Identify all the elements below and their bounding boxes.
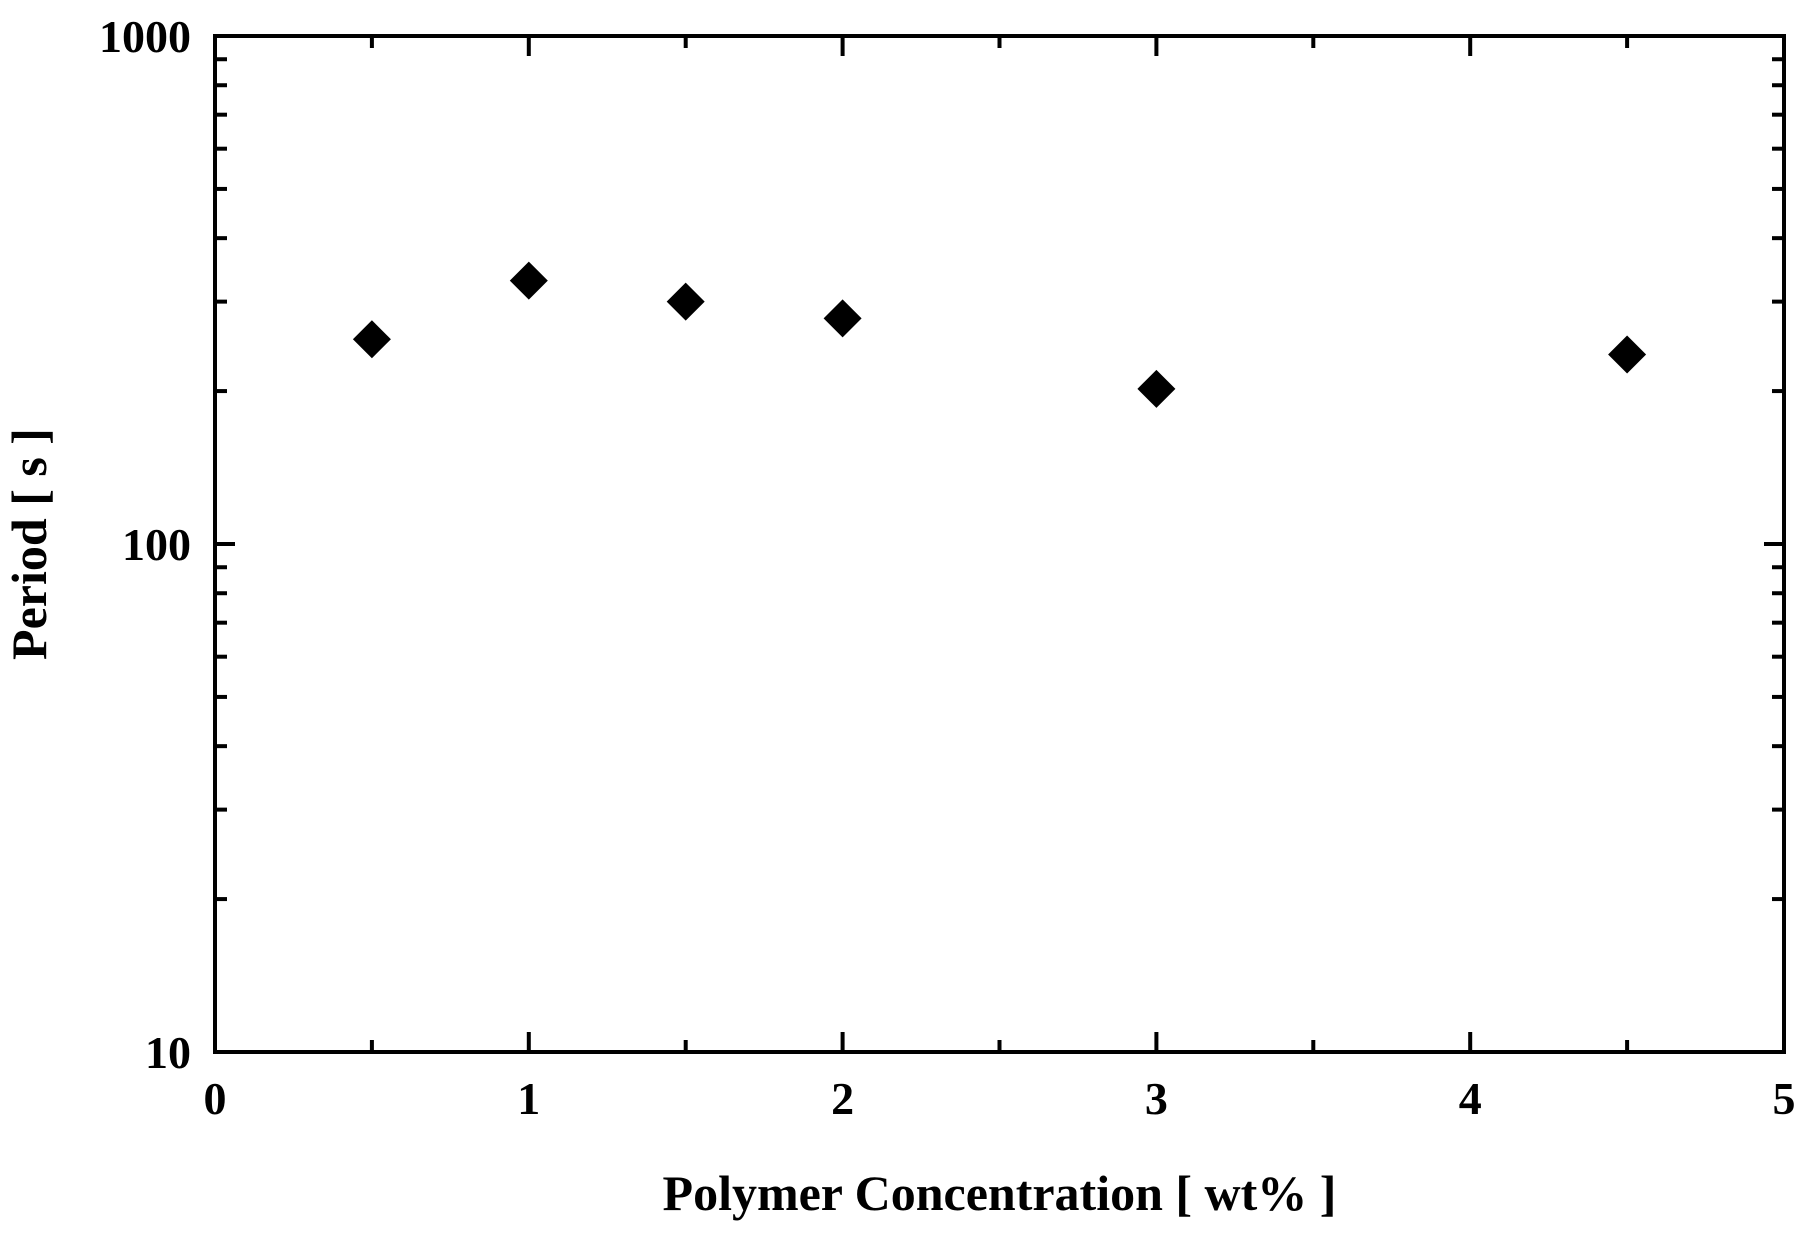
data-point-diamond — [509, 261, 548, 300]
y-tick-label: 10 — [145, 1027, 191, 1078]
data-point-diamond — [1137, 369, 1176, 408]
data-point-diamond — [352, 320, 391, 359]
y-tick-label: 100 — [122, 519, 191, 570]
x-tick-label: 0 — [204, 1073, 227, 1124]
x-tick-label: 5 — [1773, 1073, 1796, 1124]
data-points — [352, 261, 1647, 408]
x-tick-label: 1 — [517, 1073, 540, 1124]
y-tick-label: 1000 — [99, 11, 191, 62]
data-point-diamond — [666, 282, 705, 321]
x-tick-label: 4 — [1459, 1073, 1482, 1124]
plot-frame — [213, 34, 1786, 1054]
x-tick-label: 3 — [1145, 1073, 1168, 1124]
x-axis-title: Polymer Concentration [ wt% ] — [663, 1165, 1337, 1221]
y-axis-title: Period [ s ] — [1, 428, 57, 660]
tick-labels: 0 1 2 3 4 5 10 100 1000 — [99, 11, 1796, 1124]
data-point-diamond — [1608, 335, 1647, 374]
x-tick-label: 2 — [831, 1073, 854, 1124]
data-point-diamond — [823, 299, 862, 338]
